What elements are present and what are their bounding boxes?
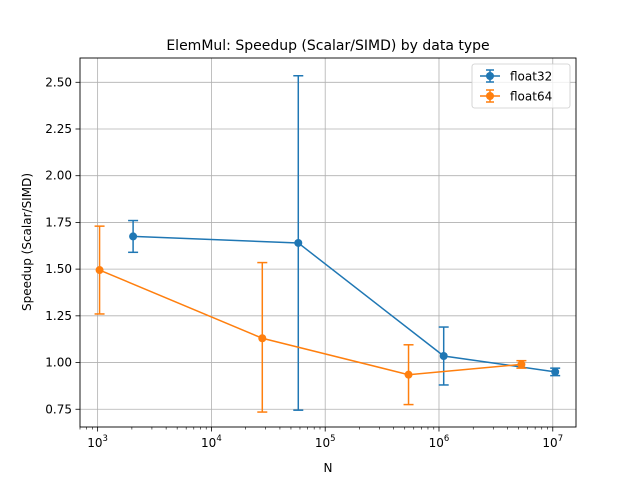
- legend-box: [471, 63, 571, 109]
- data-point: [129, 232, 138, 241]
- series-line: [99, 269, 522, 376]
- data-point: [294, 238, 303, 247]
- x-tick-label: 103: [87, 434, 108, 450]
- y-tick-label: 2.25: [45, 122, 72, 136]
- x-tick-label: 107: [542, 434, 563, 450]
- legend-item-float64: float64: [480, 89, 552, 104]
- data-point: [551, 367, 560, 376]
- data-point: [404, 370, 413, 379]
- series-line: [133, 235, 556, 373]
- x-tick-label: 105: [315, 434, 336, 450]
- y-tick-label: 2.50: [45, 75, 72, 89]
- y-tick-label: 1.50: [45, 262, 72, 276]
- y-axis-label: Speedup (Scalar/SIMD): [20, 173, 34, 311]
- series-float64: [94, 225, 527, 413]
- legend-label: float64: [510, 90, 552, 104]
- x-tick-label: 106: [429, 434, 450, 450]
- y-tick-label: 1.00: [45, 356, 72, 370]
- legend-marker: [486, 72, 494, 80]
- legend-item-float32: float32: [480, 69, 552, 84]
- y-tick-label: 2.00: [45, 169, 72, 183]
- x-axis-label: N: [324, 461, 333, 475]
- data-series: [94, 74, 561, 413]
- grid-lines: [80, 58, 576, 427]
- series-float32: [128, 74, 561, 411]
- data-point: [258, 334, 267, 343]
- data-point: [517, 360, 526, 369]
- legend-label: float32: [510, 70, 552, 84]
- legend: float32 float64: [471, 63, 571, 109]
- x-tick-label: 104: [201, 434, 222, 450]
- data-point: [439, 352, 448, 361]
- y-tick-label: 0.75: [45, 402, 72, 416]
- axis-ticks: 103 104 105 106 107 0.75 1.00 1.25 1.50 1.75 2.00 2…: [45, 75, 563, 450]
- y-tick-label: 1.25: [45, 309, 72, 323]
- y-tick-label: 1.75: [45, 215, 72, 229]
- plot-area-frame: [79, 57, 577, 428]
- chart-title: ElemMul: Speedup (Scalar/SIMD) by data t…: [166, 38, 489, 54]
- legend-marker: [486, 92, 494, 100]
- data-point: [95, 266, 104, 275]
